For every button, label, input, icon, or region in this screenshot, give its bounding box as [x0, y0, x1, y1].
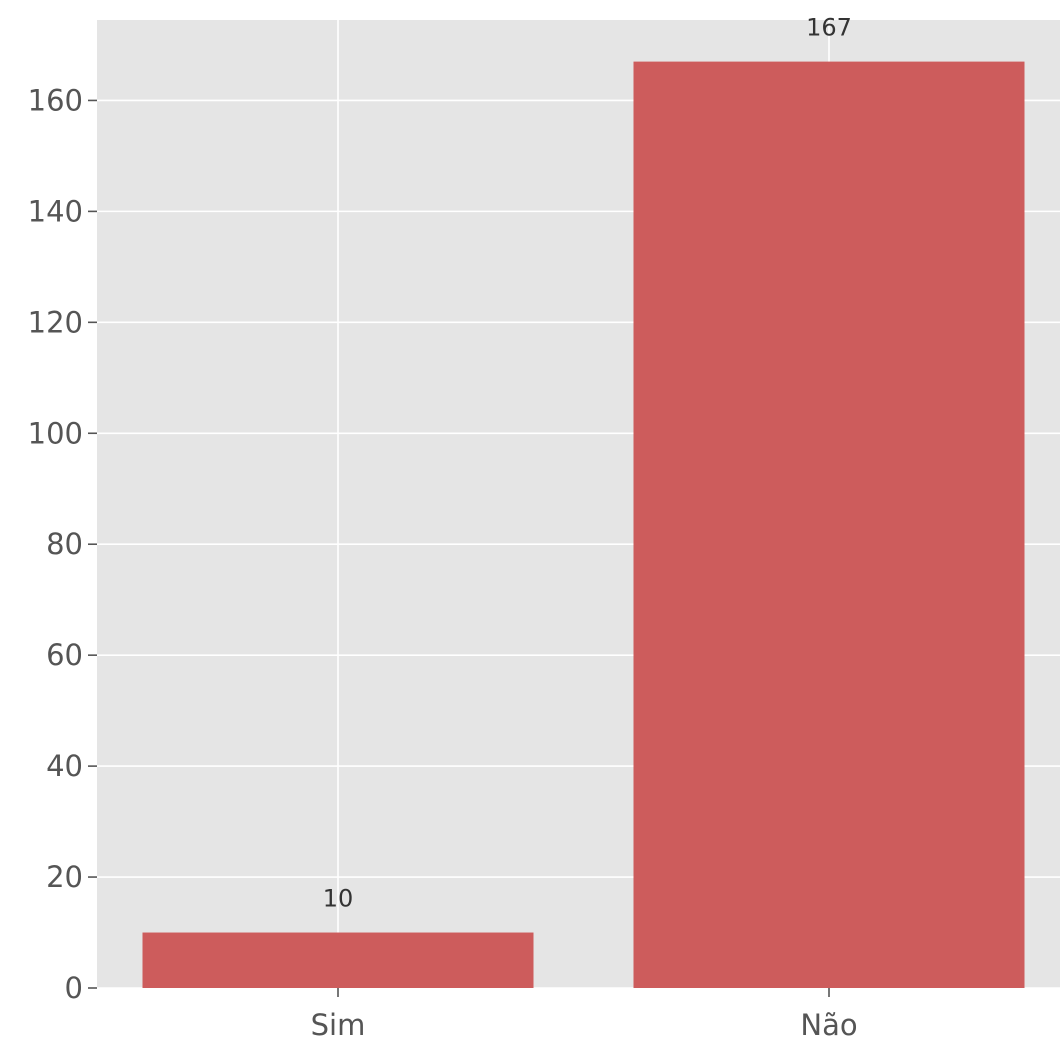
- data-labels: 10 167: [323, 14, 852, 913]
- data-label: 10: [323, 885, 354, 913]
- bar-sim: [142, 932, 534, 988]
- y-tick-label: 80: [46, 527, 83, 561]
- x-tick-label: Não: [800, 1008, 857, 1041]
- y-tick-label: 60: [46, 638, 83, 672]
- y-tick-label: 20: [46, 860, 83, 894]
- y-tick-label: 140: [28, 194, 83, 228]
- y-tick-label: 100: [28, 416, 83, 450]
- bars: [142, 61, 1025, 988]
- bar-nao: [633, 61, 1025, 988]
- data-label: 167: [806, 14, 852, 42]
- x-axis: Sim Não: [311, 988, 858, 1041]
- x-tick-label: Sim: [311, 1008, 366, 1041]
- y-tick-label: 120: [28, 305, 83, 339]
- y-tick-label: 40: [46, 749, 83, 783]
- y-axis: 0 20 40 60 80 100 120 140 160: [28, 83, 97, 1005]
- y-tick-label: 0: [65, 971, 83, 1005]
- y-tick-label: 160: [28, 83, 83, 117]
